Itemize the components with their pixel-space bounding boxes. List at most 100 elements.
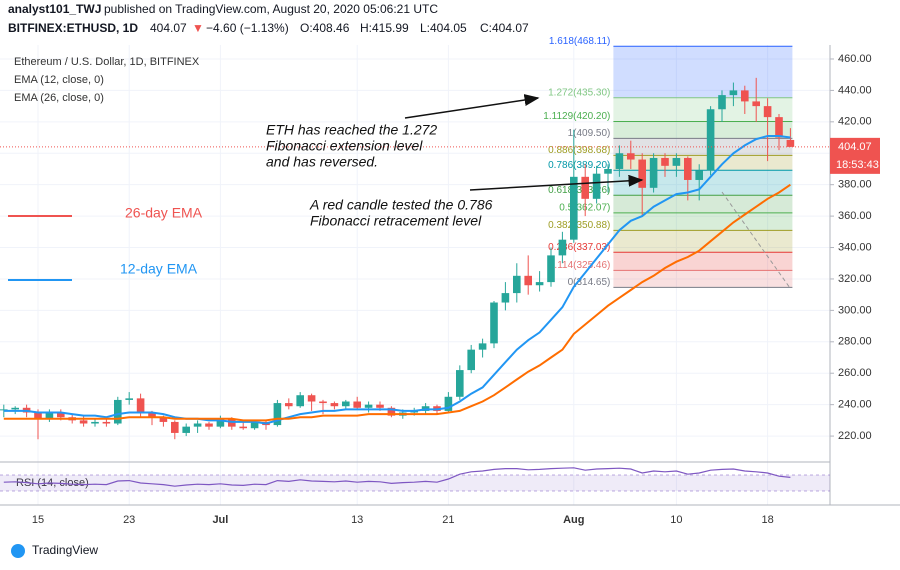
- candle-body: [672, 157, 681, 166]
- candle-body: [786, 139, 795, 147]
- fib-label: 0.786(389.20): [548, 160, 610, 171]
- candle-body: [592, 173, 601, 199]
- y-tick-label: 220.00: [838, 430, 872, 442]
- fib-band: [613, 121, 793, 139]
- annotation: A red candle tested the 0.786: [309, 197, 493, 213]
- candle-body: [752, 101, 760, 107]
- price-tag: [830, 137, 880, 174]
- author: analyst101_TWJ: [8, 2, 101, 16]
- ema-label: 26-day EMA: [125, 205, 203, 221]
- annotation: Fibonacci retracement level: [310, 213, 482, 229]
- y-tick-label: 340.00: [838, 241, 872, 253]
- candle-body: [159, 417, 168, 422]
- price-tag-label: 404.07: [838, 141, 872, 153]
- fib-label: 1(409.50): [568, 128, 611, 139]
- annotation: ETH has reached the 1.272: [266, 122, 437, 138]
- high: H:415.99: [360, 21, 409, 35]
- x-tick-label: 13: [351, 514, 363, 526]
- candle-body: [524, 275, 532, 286]
- candle-body: [148, 412, 156, 418]
- low: L:404.05: [420, 21, 467, 35]
- candle-body: [535, 282, 544, 286]
- candle-body: [478, 343, 487, 350]
- fib-band: [613, 252, 793, 271]
- x-tick-label: 15: [32, 514, 44, 526]
- candle-body: [364, 404, 373, 408]
- y-tick-label: 460.00: [838, 53, 872, 65]
- annotation: and has reversed.: [266, 154, 378, 170]
- candle-body: [695, 170, 703, 180]
- candle-body: [615, 153, 624, 169]
- open: O:408.46: [300, 21, 350, 35]
- candle-body: [661, 157, 669, 166]
- y-tick-label: 320.00: [838, 273, 872, 285]
- y-tick-label: 280.00: [838, 336, 872, 348]
- x-tick-label: 21: [442, 514, 454, 526]
- candle-body: [114, 399, 122, 424]
- symbol: BITFINEX:ETHUSD, 1D: [8, 21, 138, 35]
- candle-body: [319, 401, 327, 404]
- y-tick-label: 440.00: [838, 84, 872, 96]
- candle-body: [307, 395, 316, 402]
- fib-label: 1.618(468.11): [549, 36, 611, 47]
- candle-body: [102, 421, 111, 424]
- candle-body: [604, 168, 612, 174]
- candle-body: [273, 403, 282, 426]
- fib-label: 0(314.65): [568, 277, 611, 288]
- candle-body: [34, 412, 42, 419]
- y-tick-label: 240.00: [838, 399, 872, 411]
- fib-label: 0.236(337.03): [548, 242, 610, 253]
- candle-body: [0, 409, 8, 411]
- fib-label: 1.272(435.30): [548, 87, 610, 98]
- candle-body: [763, 106, 772, 118]
- fib-band: [613, 155, 793, 171]
- trend-line: [721, 191, 791, 289]
- logo: TradingView: [32, 543, 98, 557]
- legend-entry: EMA (12, close, 0): [14, 74, 104, 86]
- candle-body: [171, 421, 179, 433]
- x-tick-label: 18: [761, 514, 773, 526]
- candle-body: [330, 403, 339, 407]
- candle-body: [285, 403, 293, 407]
- candle-body: [718, 95, 726, 110]
- candle-body: [182, 426, 190, 433]
- annotation: Fibonacci extension level: [266, 138, 423, 154]
- candle-body: [444, 396, 453, 411]
- plot: [0, 77, 830, 440]
- candle-body: [490, 302, 498, 344]
- candle-body: [706, 109, 715, 171]
- candle-body: [353, 401, 361, 408]
- arrow: [404, 94, 540, 119]
- candle-body: [729, 90, 738, 96]
- y-tick-label: 300.00: [838, 304, 872, 316]
- fib-band: [613, 195, 793, 213]
- ema-line: [3, 183, 791, 422]
- x-tick-label: 10: [670, 514, 682, 526]
- close: C:404.07: [480, 21, 529, 35]
- candle-body: [741, 90, 749, 102]
- candle-body: [684, 157, 692, 180]
- published: published on TradingView.com, August 20,…: [104, 2, 438, 16]
- logo-icon: [11, 544, 25, 558]
- candle-body: [627, 153, 635, 160]
- chart-title: Ethereum / U.S. Dollar, 1D, BITFINEX: [14, 56, 200, 68]
- ema-line: [3, 135, 791, 425]
- x-tick-label: Aug: [563, 514, 584, 526]
- candle-body: [205, 423, 213, 427]
- legend-entry: EMA (26, close, 0): [14, 92, 104, 104]
- fib-label: 0.618(373.26): [548, 185, 610, 196]
- fib-label: 1.1129(420.20): [543, 111, 610, 122]
- y-tick-label: 420.00: [838, 116, 872, 128]
- change: −4.60 (−1.13%): [206, 21, 289, 35]
- candle-body: [581, 176, 589, 199]
- arrow: [469, 174, 644, 191]
- fib-label: 0.114(325.46): [549, 260, 611, 271]
- candle-body: [376, 404, 384, 408]
- fib-band: [613, 270, 793, 288]
- candle-body: [342, 401, 350, 407]
- candle-body: [79, 420, 88, 424]
- candle-body: [558, 239, 567, 256]
- candle-body: [649, 157, 658, 188]
- candle-body: [45, 412, 54, 419]
- candle-body: [501, 293, 510, 303]
